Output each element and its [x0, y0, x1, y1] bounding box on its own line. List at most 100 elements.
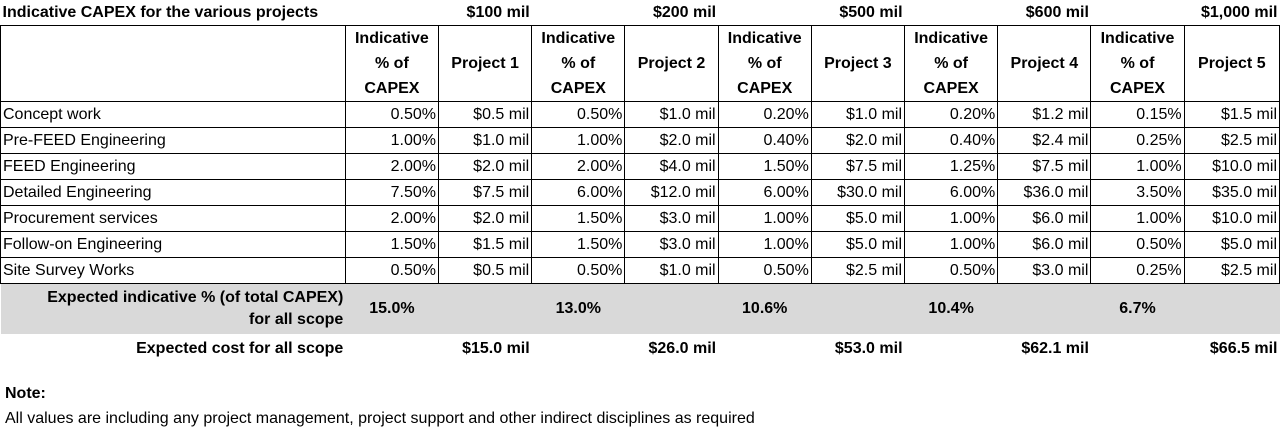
cost-cell: $1.0 mil: [624, 257, 719, 284]
pct-cell: 0.25%: [1090, 257, 1185, 284]
expected-cost-3: $53.0 mil: [834, 340, 903, 357]
cost-cell: $2.5 mil: [810, 257, 906, 284]
summary-blank: [811, 283, 905, 334]
header-pct-line: CAPEX: [550, 80, 606, 97]
cost-cell: $1.2 mil: [997, 101, 1092, 128]
row-label: FEED Engineering: [0, 153, 346, 180]
summary-pct-2: 13.0%: [531, 283, 625, 334]
cost-cell: $2.0 mil: [810, 127, 906, 154]
header-pct-line: Indicative: [354, 30, 429, 47]
capex-sheet: Indicative CAPEX for the various project…: [0, 4, 1280, 427]
pct-cell: 6.00%: [717, 179, 812, 206]
project-size-2: $200 mil: [652, 4, 717, 21]
row-label: Concept work: [0, 101, 346, 128]
cost-cell: $6.0 mil: [997, 231, 1092, 258]
cost-blank: [532, 334, 625, 364]
header-indicative-pct-1: Indicative % of CAPEX: [344, 25, 440, 102]
pct-cell: 1.50%: [531, 205, 626, 232]
header-pct-line: % of: [375, 55, 409, 72]
cost-blank: [905, 334, 998, 364]
header-pct-line: Indicative: [1100, 30, 1175, 47]
project-size-3: $500 mil: [839, 4, 903, 21]
cost-cell: $2.0 mil: [437, 153, 533, 180]
row-label: Site Survey Works: [0, 257, 346, 284]
cost-blank: [345, 334, 438, 364]
project-size-5: $1,000 mil: [1201, 4, 1278, 21]
cost-cell: $1.0 mil: [437, 127, 533, 154]
header-pct-line: % of: [561, 55, 596, 72]
pct-cell: 0.40%: [904, 127, 999, 154]
pct-cell: 0.50%: [904, 257, 999, 284]
summary-blank: [997, 283, 1091, 334]
summary-pct-1: 15.0%: [345, 283, 439, 334]
pct-cell: 2.00%: [344, 205, 440, 232]
table-row: Procurement services 2.00% $2.0 mil 1.50% $3…: [0, 205, 1280, 232]
header-project-1: Project 1: [437, 25, 533, 102]
cost-cell: $36.0 mil: [997, 179, 1092, 206]
expected-cost-2: $26.0 mil: [648, 340, 717, 357]
cost-cell: $7.5 mil: [810, 153, 906, 180]
project-size-4: $600 mil: [1025, 4, 1089, 21]
cost-cell: $7.5 mil: [997, 153, 1092, 180]
pct-cell: 0.50%: [1090, 231, 1185, 258]
row-label: Procurement services: [0, 205, 346, 232]
summary-blank: [438, 283, 532, 334]
expected-cost-5: $66.5 mil: [1209, 340, 1278, 357]
note-heading: Note:: [5, 385, 46, 402]
summary-pct-3: 10.6%: [718, 283, 812, 334]
pct-cell: 0.40%: [717, 127, 812, 154]
cost-cell: $35.0 mil: [1183, 179, 1280, 206]
header-project-3: Project 3: [810, 25, 906, 102]
cost-cell: $1.5 mil: [437, 231, 533, 258]
pct-cell: 1.00%: [1090, 153, 1185, 180]
summary-blank: [1184, 283, 1280, 334]
header-pct-line: CAPEX: [737, 80, 793, 97]
pct-cell: 3.50%: [1090, 179, 1185, 206]
header-row: Indicative % of CAPEX Project 1 Indicative % …: [0, 25, 1280, 102]
table-row: Pre-FEED Engineering 1.00% $1.0 mil 1.00% $2…: [0, 127, 1280, 154]
header-pct-line: % of: [1120, 55, 1155, 72]
header-pct-line: CAPEX: [923, 80, 979, 97]
header-blank: [0, 25, 346, 102]
capex-table: Indicative CAPEX for the various project…: [0, 4, 1280, 364]
pct-cell: 6.00%: [531, 179, 626, 206]
summary-blank: [624, 283, 719, 334]
pct-cell: 0.50%: [717, 257, 812, 284]
cost-cell: $3.0 mil: [624, 205, 719, 232]
cost-cell: $12.0 mil: [624, 179, 719, 206]
pct-cell: 0.15%: [1090, 101, 1185, 128]
note-text: All values are including any project man…: [5, 410, 755, 427]
header-indicative-pct-2: Indicative % of CAPEX: [531, 25, 626, 102]
cost-label: Expected cost for all scope: [136, 340, 344, 357]
pct-cell: 0.50%: [531, 257, 626, 284]
cost-cell: $30.0 mil: [810, 179, 906, 206]
cost-cell: $7.5 mil: [437, 179, 533, 206]
cost-cell: $2.5 mil: [1183, 257, 1280, 284]
pct-cell: 1.00%: [531, 127, 626, 154]
pct-cell: 1.25%: [904, 153, 999, 180]
row-label: Detailed Engineering: [0, 179, 346, 206]
cost-cell: $4.0 mil: [624, 153, 719, 180]
pct-cell: 1.50%: [344, 231, 440, 258]
row-label: Follow-on Engineering: [0, 231, 346, 258]
cost-cell: $10.0 mil: [1183, 153, 1280, 180]
header-pct-line: % of: [747, 55, 782, 72]
header-indicative-pct-3: Indicative % of CAPEX: [717, 25, 812, 102]
pct-cell: 1.50%: [531, 231, 626, 258]
pct-cell: 2.00%: [531, 153, 626, 180]
header-pct-line: CAPEX: [364, 80, 420, 97]
cost-row: Expected cost for all scope $15.0 mil $26.…: [1, 334, 1280, 364]
pct-cell: 0.20%: [904, 101, 999, 128]
pct-cell: 1.50%: [717, 153, 812, 180]
pct-cell: 2.00%: [344, 153, 440, 180]
header-project-5: Project 5: [1183, 25, 1280, 102]
cost-cell: $1.0 mil: [624, 101, 719, 128]
pct-cell: 6.00%: [904, 179, 999, 206]
summary-label-line2: for all scope: [249, 311, 344, 328]
summary-pct-4: 10.4%: [904, 283, 998, 334]
pct-cell: 1.00%: [904, 205, 999, 232]
table-row: Concept work 0.50% $0.5 mil 0.50% $1.0 mil 0.…: [0, 101, 1280, 128]
cost-cell: $0.5 mil: [437, 257, 533, 284]
table-row: Detailed Engineering 7.50% $7.5 mil 6.00% $1…: [0, 179, 1280, 206]
header-pct-line: % of: [934, 55, 968, 72]
